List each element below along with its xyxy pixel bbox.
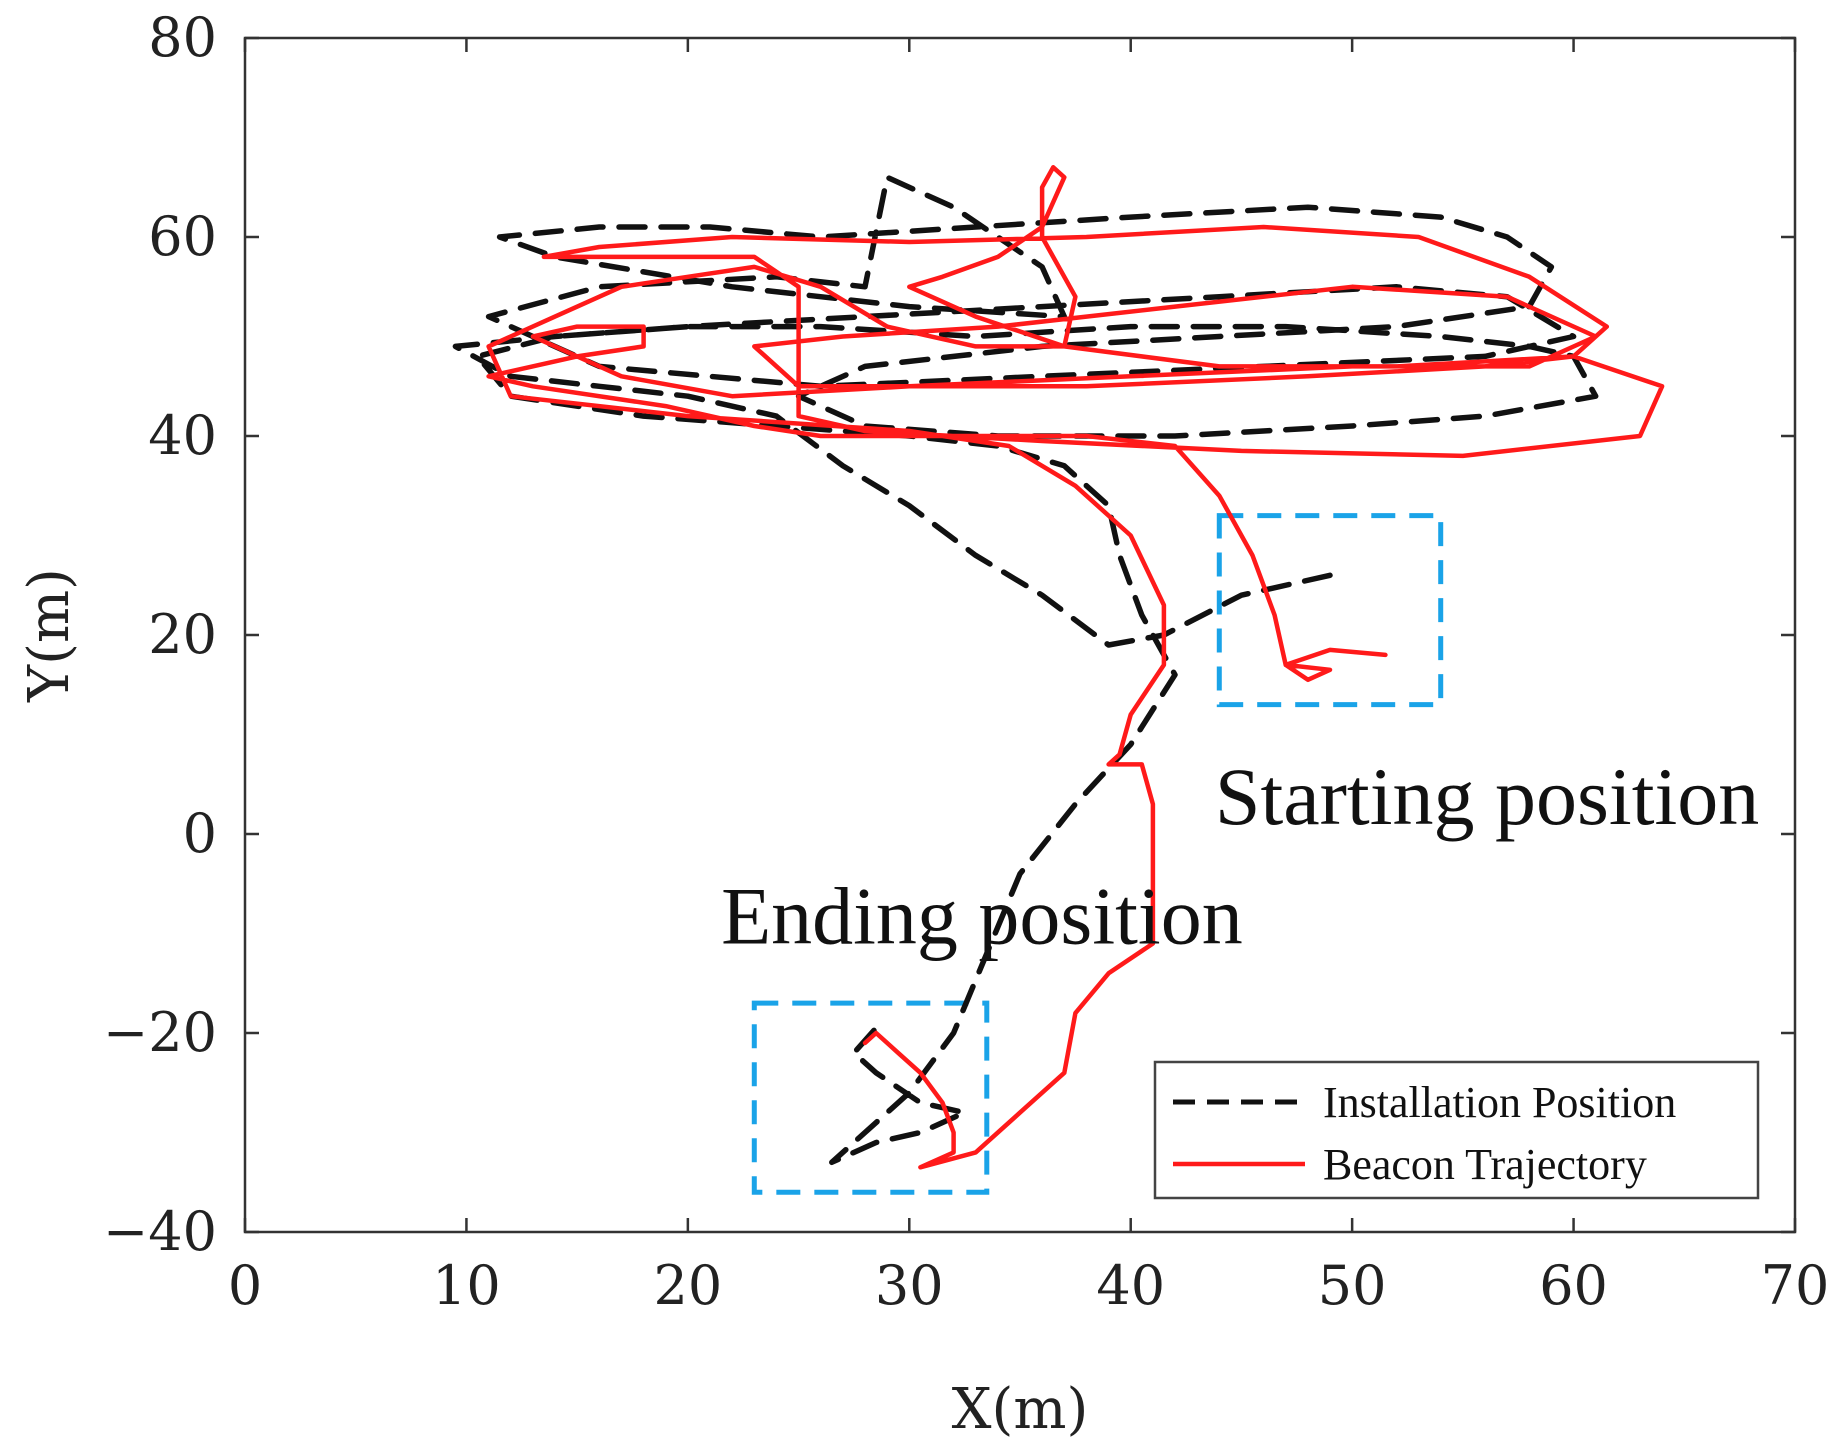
x-tick-label: 50	[1318, 1254, 1387, 1317]
y-tick-label: 40	[148, 404, 217, 467]
x-tick-label: 60	[1539, 1254, 1608, 1317]
axis-ticks: 0 10 20 30 40 50 60 70 −40 −20 0 20 40 60 80	[103, 6, 1829, 1317]
y-tick-label: 80	[148, 6, 217, 69]
y-tick-label: 60	[148, 205, 217, 268]
x-tick-label: 70	[1761, 1254, 1830, 1317]
plot-frame	[243, 36, 1797, 1234]
annotation-starting-position: Starting position	[1215, 751, 1759, 842]
x-tick-label: 10	[432, 1254, 501, 1317]
annotation-ending-position: Ending position	[721, 870, 1243, 961]
highlight-boxes	[751, 513, 1444, 1195]
y-axis-label: Y(m)	[17, 568, 82, 703]
legend-box	[1153, 1060, 1760, 1200]
legend: Installation Position Beacon Trajectory	[1153, 1060, 1760, 1200]
end-box	[751, 1000, 990, 1195]
x-tick-label: 30	[875, 1254, 944, 1317]
y-tick-label: −20	[103, 1001, 217, 1064]
y-tick-label: 0	[183, 802, 217, 865]
y-tick-label: −40	[103, 1200, 217, 1263]
legend-label-beacon-trajectory: Beacon Trajectory	[1323, 1140, 1647, 1189]
x-axis-label: X(m)	[952, 1377, 1089, 1440]
annotations: Starting position Ending position	[721, 751, 1759, 961]
series-line-installation-position	[452, 174, 1599, 1166]
series-line-beacon-trajectory	[486, 165, 1665, 1170]
series-lines	[452, 165, 1665, 1170]
x-tick-label: 20	[653, 1254, 722, 1317]
plot-area	[243, 36, 1797, 1234]
x-tick-label: 0	[228, 1254, 262, 1317]
x-tick-label: 40	[1096, 1254, 1165, 1317]
legend-label-installation-position: Installation Position	[1323, 1078, 1676, 1127]
start-box	[1216, 513, 1444, 708]
y-tick-label: 20	[148, 603, 217, 666]
